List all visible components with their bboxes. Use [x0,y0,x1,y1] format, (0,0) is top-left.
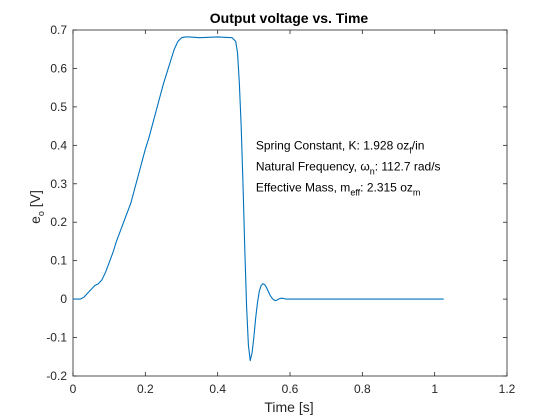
y-tick-label: 0.6 [50,61,67,75]
y-tick-label: -0.2 [46,369,67,383]
y-tick-label: 0.5 [50,100,67,114]
y-axis-label-unit: [V] [27,190,43,211]
x-tick-label: 0.8 [354,382,371,396]
annotation-text: Effective Mass, meff: 2.315 ozm [256,181,421,198]
y-axis-label-subscript: o [36,211,46,216]
x-tick-label: 0.4 [209,382,226,396]
y-tick-label: -0.1 [46,331,67,345]
plot-area [72,29,508,377]
y-axis-ticks: -0.2 -0.1 0 0.1 0.2 0.3 0.4 0.5 0.6 0.7 [46,23,507,383]
output-voltage-line [73,36,444,362]
x-tick-label: 0 [70,382,77,396]
y-axis-label-main: e [27,216,43,224]
y-tick-label: 0.7 [50,23,67,37]
x-axis-label: Time [s] [264,399,313,415]
y-tick-label: 0.2 [50,215,67,229]
x-tick-label: 0.2 [137,382,154,396]
annotation-text: Natural Frequency, ωn: 112.7 rad/s [256,159,441,176]
y-tick-label: 0.1 [50,254,67,268]
y-tick-label: 0.3 [50,177,67,191]
x-tick-label: 1.2 [499,382,516,396]
x-axis-ticks: 0 0.2 0.4 0.6 0.8 1 1.2 [70,30,516,396]
x-tick-label: 0.6 [282,382,299,396]
annotations: Spring Constant, K: 1.928 ozf/in Natural … [256,138,441,197]
x-tick-label: 1 [431,382,438,396]
y-axis-label: eo [V] [27,190,46,224]
annotation-text: Spring Constant, K: 1.928 ozf/in [256,138,425,155]
chart-title: Output voltage vs. Time [210,10,369,26]
y-tick-label: 0.4 [50,138,67,152]
y-tick-label: 0 [60,292,67,306]
